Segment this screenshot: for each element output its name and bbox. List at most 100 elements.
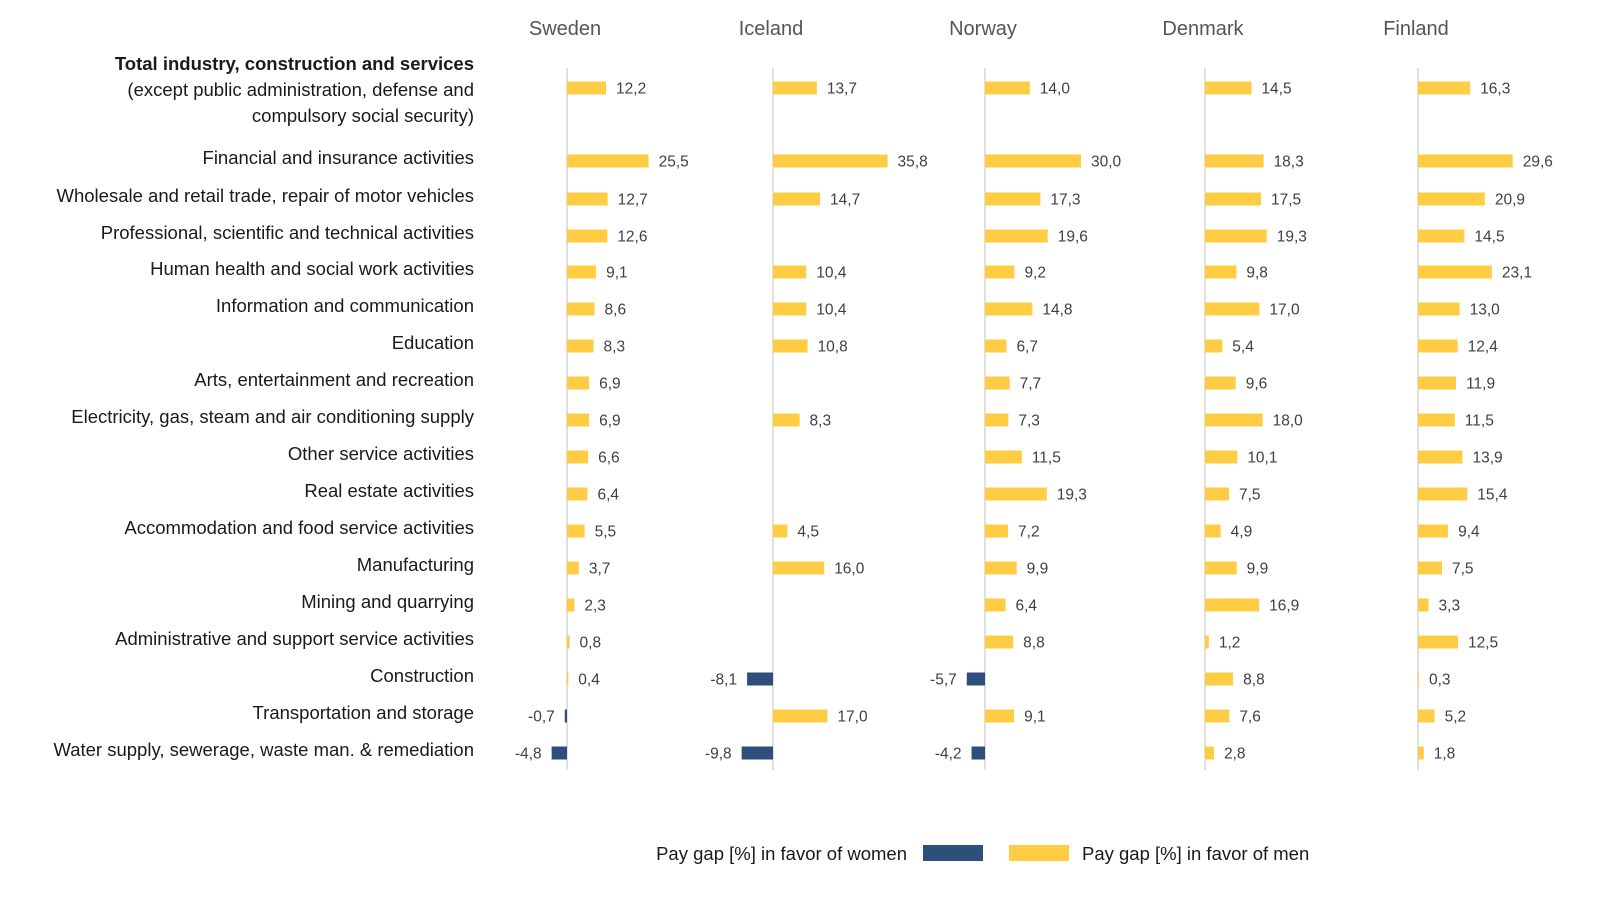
bar-sweden [567,487,588,501]
bar-sweden [567,561,579,575]
bar-norway [985,450,1022,464]
value-label-norway: 8,8 [1023,635,1045,652]
bar-denmark [1205,154,1264,168]
bar-sweden [567,598,575,612]
bar-denmark [1205,635,1209,649]
bar-norway [985,709,1015,723]
value-label-denmark: 18,3 [1274,154,1304,171]
value-label-denmark: 17,0 [1269,302,1300,319]
bar-norway [985,376,1010,390]
bar-finland [1418,746,1424,760]
value-label-finland: 13,0 [1470,302,1501,319]
bar-finland [1418,229,1465,243]
bar-norway [985,635,1014,649]
country-label-sweden: Sweden [529,18,601,40]
value-label-iceland: 35,8 [898,154,928,171]
value-label-finland: 13,9 [1472,450,1502,467]
category-label: Accommodation and food service activitie… [124,517,474,538]
bar-iceland [773,561,825,575]
value-label-iceland: 17,0 [837,709,868,726]
bar-iceland [773,339,808,353]
bar-denmark [1205,598,1260,612]
bar-finland [1418,635,1458,649]
value-label-sweden: 0,4 [578,672,600,689]
legend-swatch-men [1009,845,1069,861]
category-label: Other service activities [288,443,474,464]
bar-iceland [773,709,828,723]
bar-sweden [567,450,589,464]
value-label-denmark: 9,8 [1246,265,1268,282]
bar-sweden [567,672,569,686]
bar-finland [1418,672,1419,686]
bar-denmark [1205,265,1237,279]
value-label-iceland: 16,0 [834,561,865,578]
value-label-norway: -4,2 [935,746,962,763]
bar-finland [1418,487,1468,501]
category-label: Arts, entertainment and recreation [194,369,474,390]
value-label-norway: 19,6 [1058,229,1088,246]
bar-finland [1418,524,1449,538]
value-label-denmark: 10,1 [1247,450,1277,467]
bar-norway [985,413,1009,427]
bar-sweden [567,413,590,427]
value-label-denmark: 9,9 [1247,561,1269,578]
bar-denmark [1205,524,1221,538]
bar-finland [1418,339,1458,353]
bar-norway [966,672,985,686]
bar-sweden [567,376,590,390]
value-label-iceland: 13,7 [827,81,857,98]
category-label: Manufacturing [357,554,474,575]
category-label: Wholesale and retail trade, repair of mo… [57,185,474,206]
value-label-finland: 20,9 [1495,192,1525,209]
value-label-iceland: -8,1 [710,672,737,689]
legend-label-women: Pay gap [%] in favor of women [656,843,907,864]
bar-iceland [773,524,788,538]
value-label-iceland: 4,5 [797,524,819,541]
value-label-finland: 15,4 [1477,487,1508,504]
value-label-iceland: -9,8 [705,746,732,763]
category-label-total: Total industry, construction and service… [115,53,474,74]
country-label-denmark: Denmark [1162,18,1244,40]
country-label-norway: Norway [949,18,1017,40]
category-label: Administrative and support service activ… [115,628,474,649]
category-label: Transportation and storage [253,702,474,723]
bar-sweden [567,81,607,95]
value-label-norway: 9,2 [1024,265,1046,282]
bar-denmark [1205,376,1236,390]
bar-finland [1418,265,1492,279]
value-label-finland: 9,4 [1458,524,1480,541]
value-label-sweden: 8,6 [605,302,627,319]
value-label-denmark: 9,6 [1246,376,1268,393]
bar-norway [985,154,1081,168]
value-label-finland: 23,1 [1502,265,1532,282]
value-label-finland: 11,9 [1466,376,1495,393]
bar-sweden [567,635,570,649]
value-label-norway: 30,0 [1091,154,1122,171]
value-label-denmark: 8,8 [1243,672,1265,689]
value-label-denmark: 18,0 [1273,413,1304,430]
value-label-iceland: 10,4 [816,302,847,319]
value-label-sweden: 6,9 [599,376,621,393]
value-label-iceland: 14,7 [830,192,860,209]
value-label-sweden: 12,2 [616,81,646,98]
category-label: Construction [370,665,474,686]
value-label-finland: 14,5 [1474,229,1504,246]
bar-finland [1418,561,1442,575]
value-label-denmark: 14,5 [1261,81,1291,98]
bar-finland [1418,413,1455,427]
bar-denmark [1205,81,1252,95]
bar-sweden [567,229,608,243]
bar-finland [1418,450,1463,464]
value-label-finland: 3,3 [1439,598,1461,615]
value-label-sweden: 0,8 [580,635,602,652]
category-label: Information and communication [216,295,474,316]
category-label: compulsory social security) [252,105,474,126]
bar-sweden [567,302,595,316]
value-label-finland: 11,5 [1465,413,1494,430]
bar-denmark [1205,709,1230,723]
value-label-sweden: 9,1 [606,265,628,282]
value-label-finland: 7,5 [1452,561,1474,578]
bar-denmark [1205,487,1229,501]
bar-denmark [1205,229,1267,243]
